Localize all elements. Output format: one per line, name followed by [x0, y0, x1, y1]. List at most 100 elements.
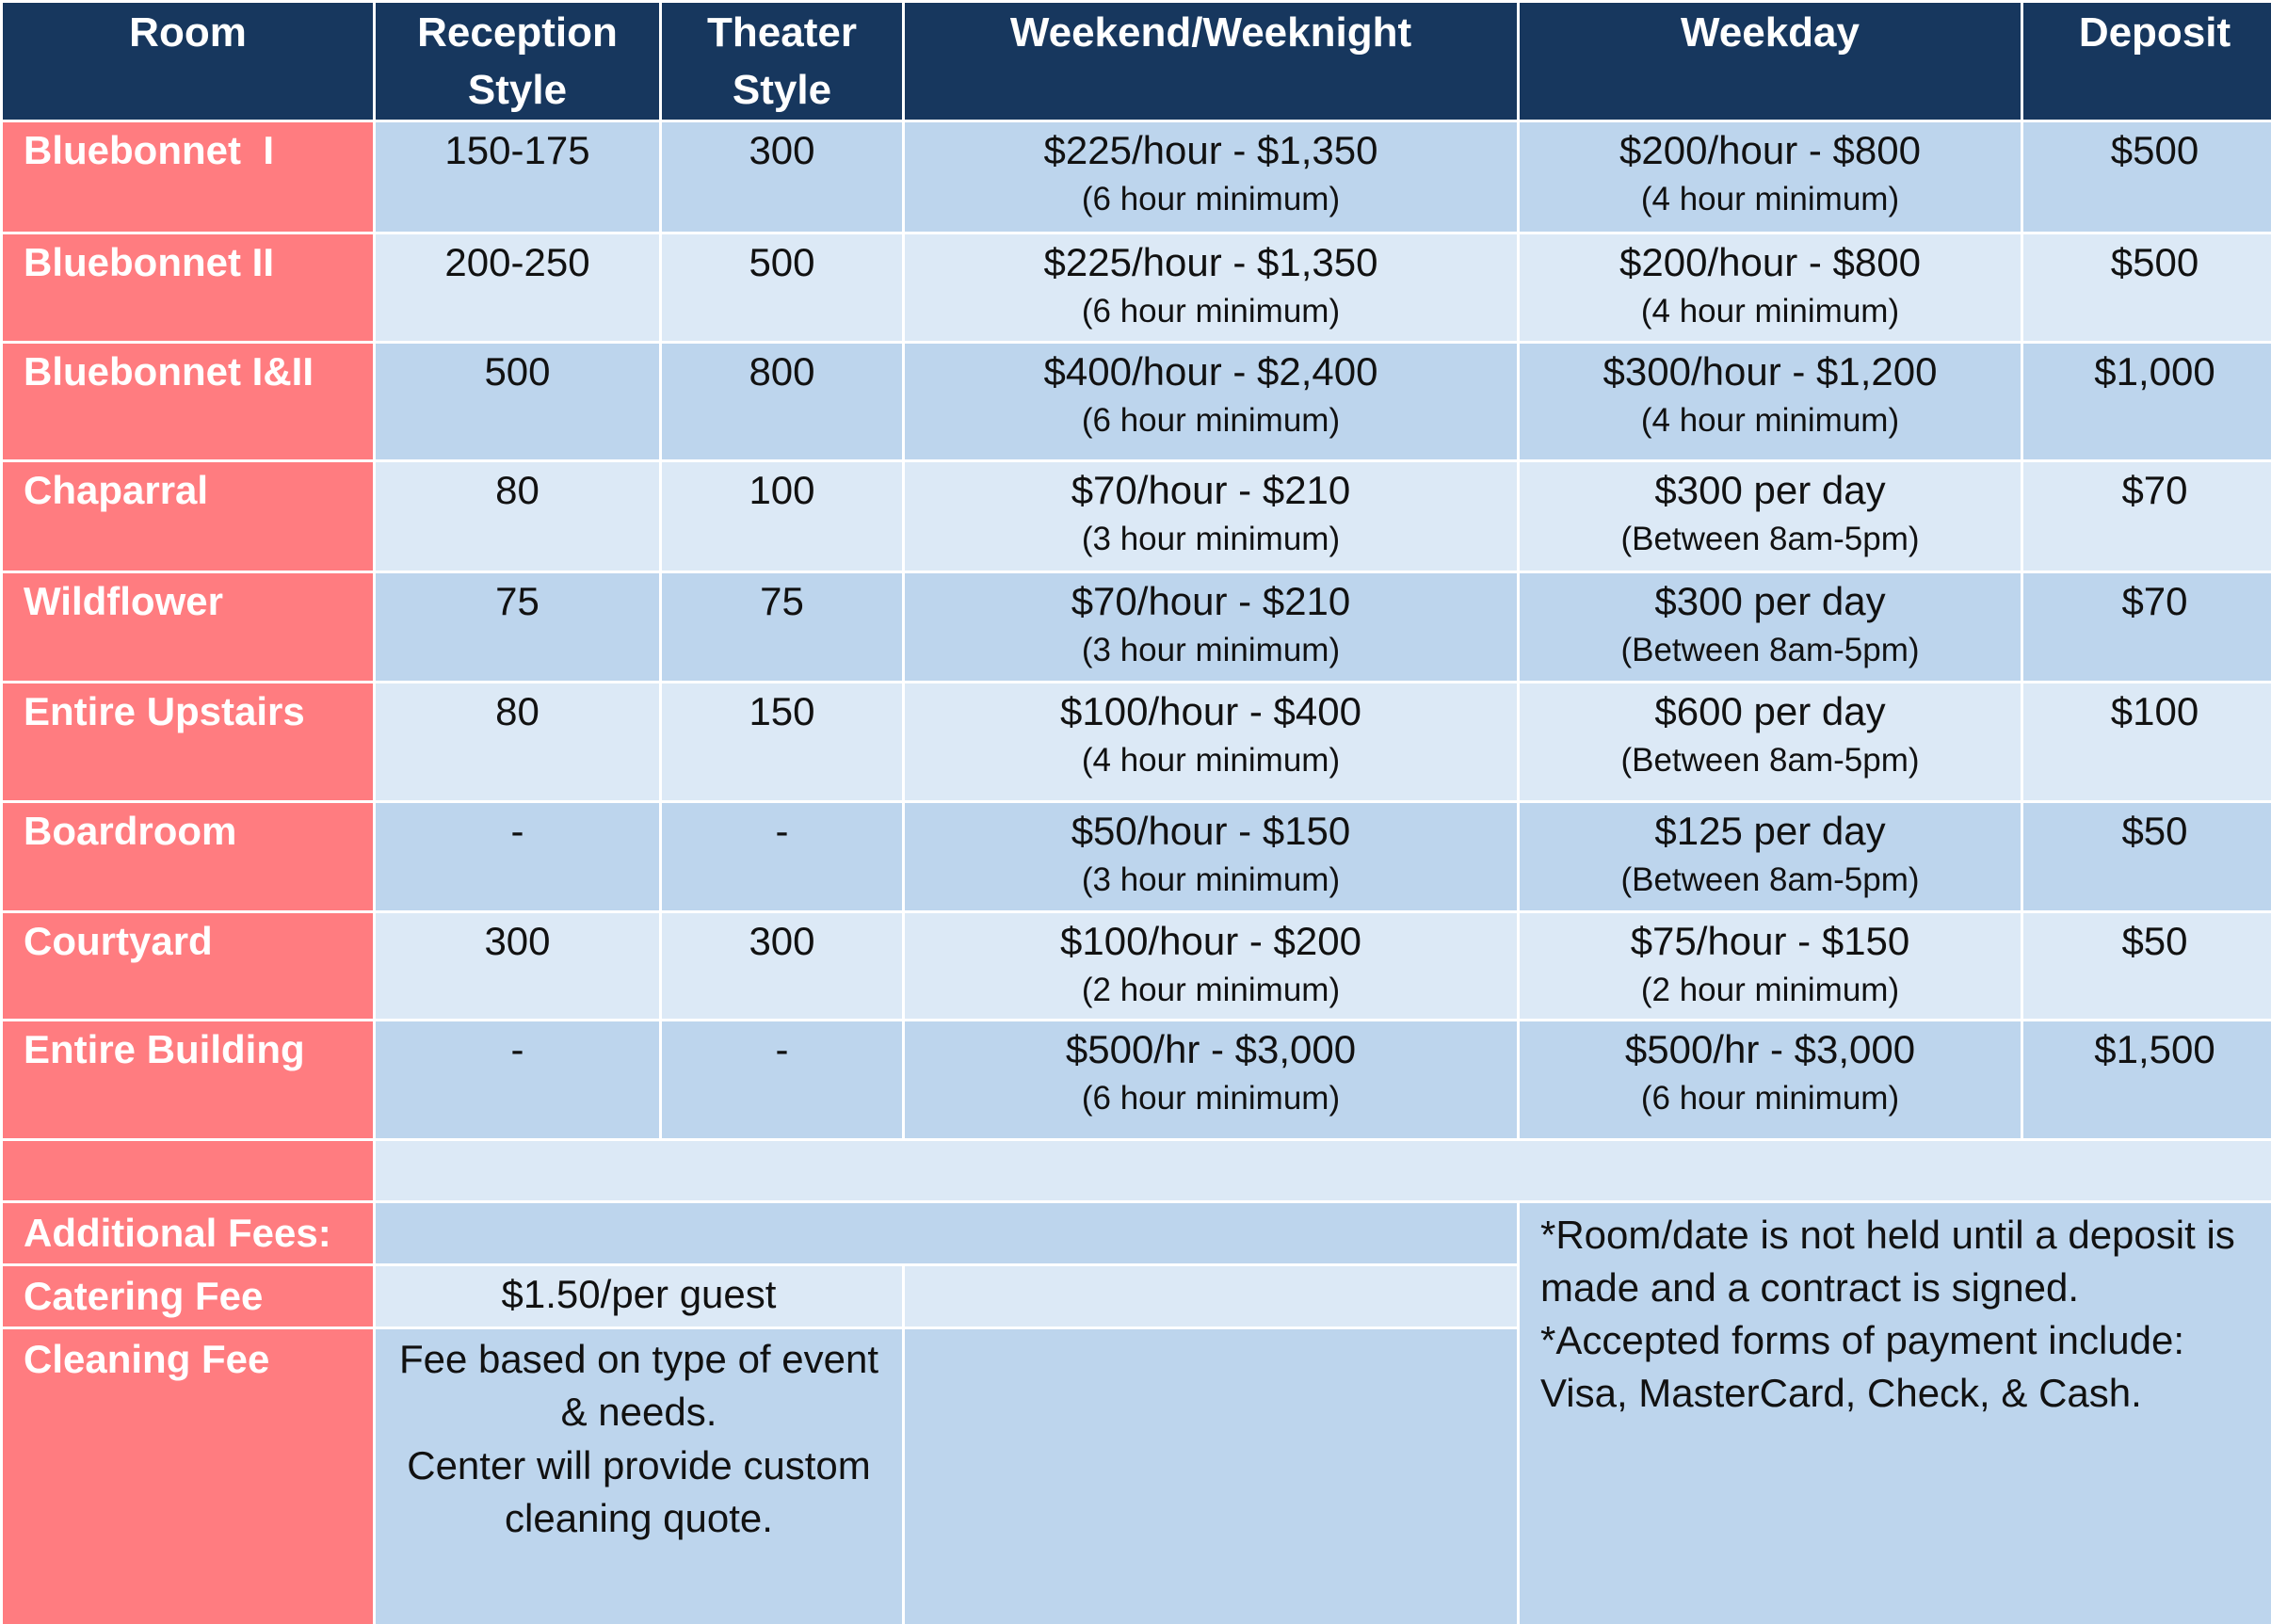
- weekday-minimum-note: (Between 8am-5pm): [1620, 861, 1920, 899]
- weekend-rate-text: $100/hour - $200: [1060, 919, 1361, 963]
- weekend-minimum-note: (6 hour minimum): [1081, 402, 1341, 440]
- room-name-text: Bluebonnet I: [24, 128, 274, 172]
- weekend-minimum-note: (2 hour minimum): [1081, 972, 1341, 1009]
- weekend-minimum-note: (4 hour minimum): [1081, 742, 1341, 780]
- note-line: *Accepted forms of payment include:: [1540, 1317, 2185, 1362]
- catering-fee-amount: $1.50/per guest: [501, 1272, 777, 1316]
- catering-fee-text: Catering Fee: [24, 1274, 264, 1318]
- weekend-minimum-note: (6 hour minimum): [1081, 293, 1341, 330]
- room-name-text: Chaparral: [24, 468, 209, 512]
- room-name: Boardroom: [3, 803, 373, 910]
- weekday-minimum-note: (Between 8am-5pm): [1620, 521, 1920, 558]
- room-name-text: Bluebonnet II: [24, 240, 274, 284]
- weekday-rate: $75/hour - $150 (2 hour minimum): [1520, 913, 2021, 1019]
- weekend-rate: $70/hour - $210 (3 hour minimum): [905, 573, 1517, 681]
- room-name: Bluebonnet II: [3, 234, 373, 341]
- room-rental-table: Room Reception Style Theater Style Weeke…: [3, 3, 2271, 1624]
- reception-value: 75: [495, 579, 540, 623]
- reception-capacity: 75: [376, 573, 659, 681]
- header-weekend-label: Weekend/Weeknight: [1009, 9, 1412, 56]
- header-theater-line-2: Style: [732, 66, 832, 113]
- deposit-amount: $100: [2023, 683, 2271, 800]
- weekend-rate: $50/hour - $150 (3 hour minimum): [905, 803, 1517, 910]
- header-theater-style: Theater Style: [662, 3, 902, 120]
- cleaning-fee-description: Fee based on type of event & needs. Cent…: [376, 1329, 902, 1624]
- deposit-amount: $500: [2023, 122, 2271, 232]
- header-weekday-label: Weekday: [1681, 9, 1860, 56]
- deposit-value: $100: [2110, 689, 2199, 733]
- header-theater-line-1: Theater: [707, 9, 857, 56]
- weekday-rate-text: $300 per day: [1654, 579, 1886, 623]
- room-name-text: Wildflower: [24, 579, 223, 623]
- payment-notes: *Room/date is not held until a deposit i…: [1520, 1203, 2271, 1624]
- weekend-minimum-note: (3 hour minimum): [1081, 521, 1341, 558]
- additional-fees-label: Additional Fees:: [3, 1203, 373, 1263]
- weekday-rate-text: $300 per day: [1654, 468, 1886, 512]
- theater-capacity: 500: [662, 234, 902, 341]
- theater-value: 75: [760, 579, 804, 623]
- theater-value: 150: [749, 689, 815, 733]
- weekend-rate: $100/hour - $200 (2 hour minimum): [905, 913, 1517, 1019]
- weekday-minimum-note: (Between 8am-5pm): [1620, 632, 1920, 669]
- header-room: Room: [3, 3, 373, 120]
- weekend-rate: $100/hour - $400 (4 hour minimum): [905, 683, 1517, 800]
- weekend-rate: $225/hour - $1,350 (6 hour minimum): [905, 122, 1517, 232]
- reception-capacity: -: [376, 1021, 659, 1138]
- spacer-row: [376, 1141, 2271, 1200]
- theater-capacity: 300: [662, 913, 902, 1019]
- reception-value: 300: [484, 919, 551, 963]
- weekday-minimum-note: (4 hour minimum): [1640, 181, 1900, 218]
- room-name: Wildflower: [3, 573, 373, 681]
- cleaning-fee-line: & needs.: [560, 1390, 717, 1435]
- reception-capacity: 200-250: [376, 234, 659, 341]
- weekday-rate-text: $300/hour - $1,200: [1603, 349, 1938, 394]
- room-name-text: Bluebonnet I&II: [24, 349, 314, 394]
- room-name: Bluebonnet I: [3, 122, 373, 232]
- weekend-rate: $400/hour - $2,400 (6 hour minimum): [905, 344, 1517, 459]
- weekend-rate-text: $70/hour - $210: [1071, 468, 1351, 512]
- theater-capacity: -: [662, 803, 902, 910]
- weekend-minimum-note: (3 hour minimum): [1081, 861, 1341, 899]
- deposit-amount: $1,500: [2023, 1021, 2271, 1138]
- header-reception-style: Reception Style: [376, 3, 659, 120]
- room-name: Bluebonnet I&II: [3, 344, 373, 459]
- theater-capacity: -: [662, 1021, 902, 1138]
- additional-fees-text: Additional Fees:: [24, 1211, 331, 1255]
- deposit-value: $70: [2121, 468, 2188, 512]
- weekday-minimum-note: (4 hour minimum): [1640, 293, 1900, 330]
- deposit-value: $50: [2121, 809, 2188, 853]
- weekday-minimum-note: (6 hour minimum): [1640, 1080, 1900, 1118]
- theater-capacity: 75: [662, 573, 902, 681]
- spacer-room-cell: [3, 1141, 373, 1200]
- theater-value: 300: [749, 128, 815, 172]
- header-reception-line-1: Reception: [417, 9, 618, 56]
- weekend-rate: $500/hr - $3,000 (6 hour minimum): [905, 1021, 1517, 1138]
- weekend-rate-text: $100/hour - $400: [1060, 689, 1361, 733]
- header-deposit: Deposit: [2023, 3, 2271, 120]
- room-name: Courtyard: [3, 913, 373, 1019]
- header-weekend: Weekend/Weeknight: [905, 3, 1517, 120]
- weekday-rate-text: $75/hour - $150: [1630, 919, 1910, 963]
- header-room-label: Room: [129, 9, 247, 56]
- reception-value: 150-175: [444, 128, 590, 172]
- deposit-amount: $50: [2023, 803, 2271, 910]
- weekday-rate-text: $600 per day: [1654, 689, 1886, 733]
- weekend-minimum-note: (6 hour minimum): [1081, 1080, 1341, 1118]
- note-line: Visa, MasterCard, Check, & Cash.: [1540, 1370, 2142, 1415]
- catering-fee-value: $1.50/per guest: [376, 1266, 902, 1327]
- room-name: Chaparral: [3, 462, 373, 571]
- reception-value: 80: [495, 689, 540, 733]
- deposit-value: $500: [2110, 128, 2199, 172]
- weekday-rate-text: $200/hour - $800: [1619, 128, 1921, 172]
- theater-value: -: [775, 1027, 789, 1071]
- reception-capacity: 300: [376, 913, 659, 1019]
- header-reception-line-2: Style: [467, 66, 568, 113]
- room-name: Entire Building: [3, 1021, 373, 1138]
- theater-value: 300: [749, 919, 815, 963]
- reception-value: -: [510, 809, 524, 853]
- deposit-amount: $1,000: [2023, 344, 2271, 459]
- room-name-text: Entire Upstairs: [24, 689, 305, 733]
- weekday-rate-text: $125 per day: [1654, 809, 1886, 853]
- weekend-rate-text: $400/hour - $2,400: [1043, 349, 1378, 394]
- reception-value: 80: [495, 468, 540, 512]
